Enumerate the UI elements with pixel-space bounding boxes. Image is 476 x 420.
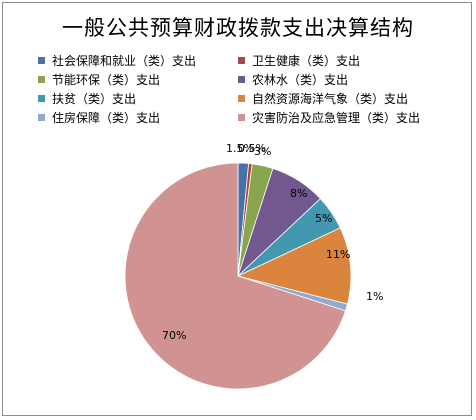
legend-item: 灾害防治及应急管理（类）支出 (238, 109, 448, 125)
legend-label: 住房保障（类）支出 (52, 110, 161, 125)
legend-label: 灾害防治及应急管理（类）支出 (252, 110, 421, 125)
pie-slice (236, 227, 352, 305)
legend-label: 节能环保（类）支出 (52, 72, 161, 87)
legend: 社会保障和就业（类）支出 卫生健康（类）支出 节能环保（类）支出 农林水（类）支… (38, 52, 448, 125)
legend-label: 卫生健康（类）支出 (252, 53, 361, 68)
slice-label: 3% (254, 145, 271, 158)
legend-label: 农林水（类）支出 (252, 72, 349, 87)
legend-swatch (38, 113, 45, 121)
chart-title: 一般公共预算财政拨款支出决算结构 (62, 16, 414, 40)
legend-item: 自然资源海洋气象（类）支出 (238, 90, 448, 106)
pie-slice (124, 162, 346, 390)
legend-swatch (238, 56, 245, 64)
legend-item: 住房保障（类）支出 (38, 109, 238, 125)
slice-label: 8% (290, 187, 307, 200)
legend-swatch (238, 94, 245, 102)
legend-swatch (38, 94, 45, 102)
slice-label: 1.5% (226, 142, 254, 155)
slice-label: 0.5% (238, 142, 266, 155)
legend-swatch (38, 56, 45, 64)
legend-swatch (238, 113, 245, 121)
legend-item: 扶贫（类）支出 (38, 90, 238, 106)
legend-swatch (38, 75, 45, 83)
legend-item: 农林水（类）支出 (238, 71, 448, 87)
legend-label: 社会保障和就业（类）支出 (52, 53, 197, 68)
legend-item: 社会保障和就业（类）支出 (38, 52, 238, 68)
slice-label: 70% (162, 329, 186, 342)
legend-swatch (238, 75, 245, 83)
slice-label: 5% (315, 212, 332, 225)
legend-label: 自然资源海洋气象（类）支出 (252, 91, 409, 106)
slice-label: 1% (366, 290, 383, 303)
legend-item: 卫生健康（类）支出 (238, 52, 448, 68)
legend-label: 扶贫（类）支出 (52, 91, 137, 106)
slice-label: 11% (326, 248, 350, 261)
legend-item: 节能环保（类）支出 (38, 71, 238, 87)
